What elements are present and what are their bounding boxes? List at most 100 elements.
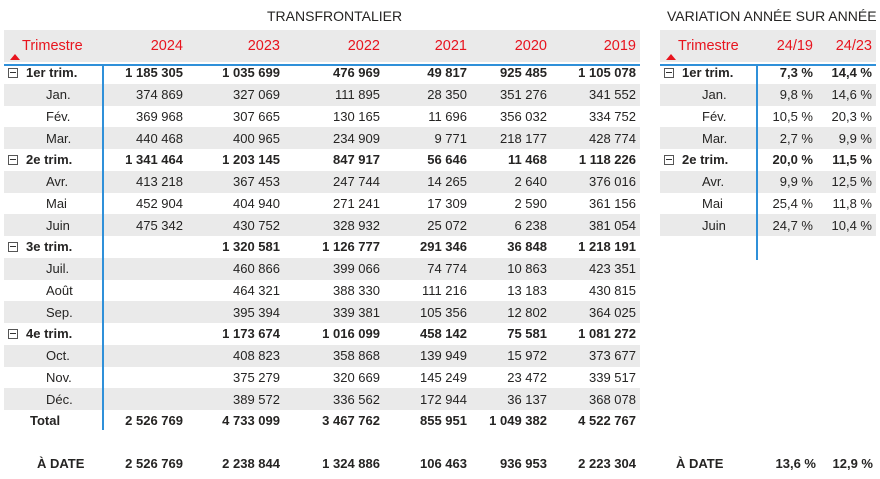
main-header-2022[interactable]: 2022 [284, 30, 384, 62]
month-row: Mai 452 904 404 940 271 241 17 309 2 590 361 1… [4, 193, 640, 215]
value-cell: 9,8 % [757, 83, 817, 106]
main-header-2024[interactable]: 2024 [102, 30, 187, 62]
value-cell: 358 868 [284, 344, 384, 367]
month-row: Juin 24,7 % 10,4 % [660, 214, 876, 236]
main-header-2023[interactable]: 2023 [187, 30, 284, 62]
row-label: Juin [702, 217, 726, 233]
value-cell: 423 351 [551, 257, 640, 280]
month-row: Août 464 321 388 330 111 216 13 183 430 815 [4, 280, 640, 302]
row-label: Sep. [46, 304, 73, 320]
collapse-icon[interactable] [664, 154, 674, 165]
total-label: Total [30, 413, 61, 429]
collapse-icon[interactable] [8, 328, 18, 339]
quarter-label-cell[interactable]: 1er trim. [4, 62, 102, 84]
value-cell: 400 965 [187, 127, 284, 149]
value-cell [102, 344, 187, 367]
month-row: Mar. 2,7 % 9,9 % [660, 127, 876, 149]
value-cell [102, 301, 187, 323]
value-cell: 271 241 [333, 195, 380, 211]
total-value-cell: 4 522 767 [578, 413, 636, 429]
value-cell: 327 069 [187, 83, 284, 106]
quarter-row: 3e trim. 1 320 581 1 126 777 291 346 36 848 1… [4, 236, 640, 258]
row-label: 1er trim. [682, 65, 734, 81]
collapse-icon[interactable] [8, 154, 18, 165]
collapse-icon[interactable] [664, 67, 674, 78]
value-cell: 49 817 [427, 65, 467, 81]
value-cell: 23 472 [507, 369, 547, 385]
value-cell: 10,4 % [817, 214, 876, 236]
value-cell: 460 866 [187, 257, 284, 280]
row-label: 2e trim. [26, 152, 73, 168]
sort-ascending-icon[interactable] [666, 54, 676, 60]
value-cell: 20,3 % [831, 108, 872, 124]
value-cell: 25,4 % [772, 195, 813, 211]
quarter-label-cell[interactable]: 1er trim. [660, 62, 757, 84]
value-cell: 6 238 [471, 214, 551, 236]
a-date-value: 936 953 [500, 456, 547, 471]
collapse-icon[interactable] [8, 67, 18, 78]
main-header-2020[interactable]: 2020 [471, 30, 551, 62]
value-cell: 1 218 191 [578, 239, 636, 255]
month-label-cell: Mai [660, 193, 757, 215]
value-cell: 368 078 [551, 388, 640, 410]
value-cell: 430 815 [589, 282, 636, 298]
quarter-label-cell[interactable]: 2e trim. [4, 149, 102, 171]
row-label: Août [46, 282, 73, 298]
total-value-cell: 3 467 762 [322, 413, 380, 429]
month-label-cell: Nov. [4, 367, 102, 389]
value-cell: 1 320 581 [222, 239, 280, 255]
month-row: Juin 475 342 430 752 328 932 25 072 6 238 381 … [4, 214, 640, 236]
total-value-cell: 1 049 382 [489, 413, 547, 429]
a-date-value: 2 223 304 [578, 456, 636, 471]
quarter-label-cell[interactable]: 2e trim. [660, 149, 757, 171]
value-cell: 2 640 [471, 170, 551, 193]
value-cell: 389 572 [187, 388, 284, 410]
variation-row-header-divider [756, 66, 758, 260]
quarter-row: 4e trim. 1 173 674 1 016 099 458 142 75 581 1… [4, 323, 640, 345]
value-cell: 395 394 [187, 301, 284, 323]
sort-ascending-icon[interactable] [10, 54, 20, 60]
value-cell: 1 126 777 [322, 239, 380, 255]
row-label: 1er trim. [26, 65, 78, 81]
a-date-label: À DATE [37, 456, 85, 471]
quarter-label-cell[interactable]: 4e trim. [4, 323, 102, 345]
value-cell: 10,5 % [772, 108, 813, 124]
main-header-2021[interactable]: 2021 [384, 30, 471, 62]
column-header-label: Trimestre [678, 38, 739, 54]
value-cell: 12 802 [471, 301, 551, 323]
value-cell: 172 944 [384, 388, 471, 410]
value-cell: 367 453 [187, 170, 284, 193]
month-label-cell: Mai [4, 193, 102, 215]
variation-header-trimestre[interactable]: Trimestre [660, 30, 757, 62]
month-label-cell: Jan. [4, 83, 102, 106]
value-cell: 7,3 % [779, 65, 813, 81]
value-cell [102, 257, 187, 280]
value-cell: 9,9 % [817, 127, 876, 149]
value-cell: 364 025 [551, 301, 640, 323]
value-cell: 376 016 [551, 170, 640, 193]
row-label: Juil. [46, 261, 70, 277]
variation-header-24-19[interactable]: 24/19 [757, 30, 817, 62]
month-label-cell: Fév. [4, 106, 102, 128]
month-row: Fév. 369 968 307 665 130 165 11 696 356 032 33… [4, 106, 640, 128]
value-cell: 130 165 [333, 108, 380, 124]
value-cell: 307 665 [233, 108, 280, 124]
value-cell: 361 156 [589, 195, 636, 211]
quarter-label-cell[interactable]: 3e trim. [4, 236, 102, 258]
a-date-value: 2 526 769 [125, 456, 183, 471]
month-label-cell: Déc. [4, 388, 102, 410]
main-header-2019[interactable]: 2019 [551, 30, 640, 62]
total-value-cell: 2 526 769 [125, 413, 183, 429]
value-cell: 105 356 [384, 301, 471, 323]
main-header-trimestre[interactable]: Trimestre [4, 30, 102, 62]
value-cell: 9,9 % [757, 170, 817, 193]
variation-header-24-23[interactable]: 24/23 [817, 30, 876, 62]
value-cell: 847 917 [333, 152, 380, 168]
value-cell: 388 330 [333, 282, 380, 298]
collapse-icon[interactable] [8, 241, 18, 252]
value-cell: 11 696 [428, 108, 467, 124]
value-cell: 381 054 [551, 214, 640, 236]
month-row: Nov. 375 279 320 669 145 249 23 472 339 517 [4, 367, 640, 389]
value-cell: 247 744 [284, 170, 384, 193]
value-cell: 20,0 % [772, 152, 813, 168]
